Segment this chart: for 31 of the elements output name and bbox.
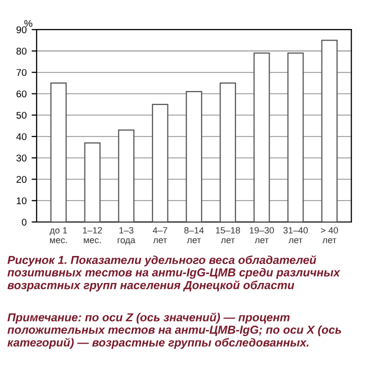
bar: [50, 82, 67, 222]
x-tick-label: до 1 мес.: [50, 227, 67, 244]
bar: [254, 52, 270, 222]
x-tick-label: 8–14 лет: [184, 227, 204, 244]
y-tick-label: 0: [22, 218, 26, 226]
bar: [84, 142, 101, 222]
x-tick-label: 1–12 мес.: [83, 227, 102, 244]
text: Рисунок 1. Показатели удельного веса обладателей позитивных тестов на анти-IgG-ЦМВ среди различных возрастных групп населения Донецкой области: [8, 255, 340, 292]
bar: [152, 104, 168, 222]
y-tick-label: 60: [16, 90, 26, 98]
x-tick-label: 4–7 лет: [152, 227, 168, 244]
bar: [186, 91, 202, 222]
bar: [118, 130, 134, 222]
x-tick-label: > 40 лет: [320, 227, 338, 244]
bar: [220, 82, 236, 222]
y-tick-label: 30: [16, 154, 26, 162]
x-tick-label: 19–30 лет: [250, 227, 274, 244]
bar: [321, 40, 338, 222]
x-tick-label: 15–18 лет: [216, 227, 240, 244]
y-tick-label: 40: [16, 133, 26, 140]
y-tick-label: 80: [16, 48, 26, 55]
y-tick-label: 50: [16, 112, 26, 119]
y-axis-title: %: [24, 20, 32, 27]
y-tick-label: 10: [16, 197, 26, 204]
y-tick-label: 20: [16, 176, 26, 183]
y-tick-label: 90: [16, 26, 26, 34]
y-tick-label: 70: [16, 69, 26, 76]
x-tick-label: 1–3 года: [118, 227, 136, 245]
text: Примечание: по оси Z (ось значений) — процент положительных тестов на анти-ЦМВ-IgG; по оси X (ось категорий) — возрастные группы обследованных.: [8, 312, 342, 349]
x-tick-label: 31–40 лет: [283, 227, 308, 244]
bar: [287, 52, 304, 222]
